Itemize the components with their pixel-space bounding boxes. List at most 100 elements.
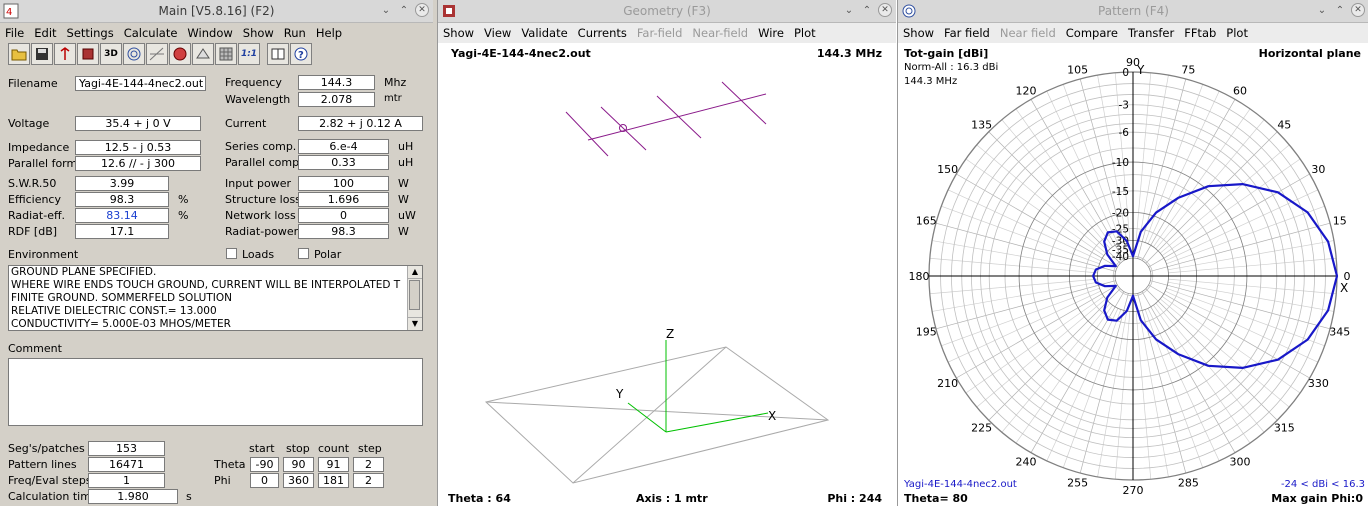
- director-element: [656, 95, 702, 139]
- current-field[interactable]: 2.82 + j 0.12 A: [298, 116, 423, 131]
- main-menubar: File Edit Settings Calculate Window Show Run He…: [0, 23, 433, 43]
- menu-settings[interactable]: Settings: [66, 26, 114, 40]
- pattern-icon[interactable]: [123, 43, 145, 65]
- rdf-field[interactable]: 17.1: [75, 224, 169, 239]
- menu-window[interactable]: Window: [187, 26, 233, 40]
- theta-step-field[interactable]: 2: [353, 457, 384, 472]
- filename-field[interactable]: Yagi-4E-144-4nec2.out: [75, 76, 206, 91]
- polar-spoke: [1132, 275, 1187, 474]
- geometry-close-button[interactable]: ✕: [878, 3, 892, 17]
- geometry-canvas[interactable]: Z Y X: [438, 60, 896, 500]
- pattern-lines-field[interactable]: 16471: [88, 457, 165, 472]
- geometry-maximize-button[interactable]: ⌃: [862, 4, 872, 16]
- pat-menu-plot[interactable]: Plot: [1226, 26, 1248, 40]
- scroll-up-arrow-icon[interactable]: ▲: [408, 266, 422, 279]
- geo-menu-validate[interactable]: Validate: [521, 26, 568, 40]
- impedance-field[interactable]: 12.5 - j 0.53: [75, 140, 201, 155]
- freq-eval-field[interactable]: 1: [88, 473, 165, 488]
- environment-line: GROUND PLANE SPECIFIED.: [11, 266, 157, 278]
- parallel-comp-field[interactable]: 0.33: [298, 155, 389, 170]
- phi-count-field[interactable]: 181: [318, 473, 349, 488]
- input-power-field[interactable]: 100: [298, 176, 389, 191]
- polar-plot[interactable]: 0 15 30 45 60 75 90 105 120 135 150 165 180 195 210 225…: [898, 0, 1368, 506]
- phi-step-field[interactable]: 2: [353, 473, 384, 488]
- menu-help[interactable]: Help: [315, 26, 343, 40]
- polar-spoke: [1079, 275, 1134, 474]
- environment-scrollbar[interactable]: ▲ ▼: [407, 266, 422, 330]
- phi-stop-field[interactable]: 360: [283, 473, 314, 488]
- network-loss-field[interactable]: 0: [298, 208, 389, 223]
- geo-menu-plot[interactable]: Plot: [793, 26, 816, 40]
- 3d-view-icon[interactable]: 3D: [100, 43, 122, 65]
- radiat-eff-field[interactable]: 83.14: [75, 208, 169, 223]
- polar-spoke: [1132, 78, 1187, 277]
- antenna-icon[interactable]: [54, 43, 76, 65]
- wavelength-field[interactable]: 2.078: [298, 92, 375, 107]
- menu-file[interactable]: File: [5, 26, 25, 40]
- compare-icon[interactable]: [146, 43, 168, 65]
- count-header: count: [318, 442, 350, 455]
- loads-checkbox[interactable]: [226, 248, 237, 259]
- voltage-field[interactable]: 35.4 + j 0 V: [75, 116, 201, 131]
- close-button[interactable]: ✕: [415, 3, 429, 17]
- pat-menu-show[interactable]: Show: [903, 26, 935, 40]
- book-icon[interactable]: [267, 43, 289, 65]
- menu-run[interactable]: Run: [283, 26, 306, 40]
- series-comp-field[interactable]: 6.e-4: [298, 139, 389, 154]
- maximize-button[interactable]: ⌃: [399, 4, 409, 16]
- phi-start-field[interactable]: 0: [250, 473, 279, 488]
- geometry-icon[interactable]: [77, 43, 99, 65]
- theta-count-field[interactable]: 91: [318, 457, 349, 472]
- geometry-titlebar[interactable]: Geometry (F3) ⌄ ⌃ ✕: [438, 0, 896, 23]
- scroll-thumb[interactable]: [409, 280, 420, 310]
- segs-field[interactable]: 153: [88, 441, 165, 456]
- parallel-form-label: Parallel form: [8, 157, 78, 170]
- polar-spoke: [1165, 290, 1319, 363]
- scale-icon[interactable]: 1:1: [238, 43, 260, 65]
- geo-menu-view[interactable]: View: [484, 26, 512, 40]
- pat-menu-fftab[interactable]: FFtab: [1184, 26, 1217, 40]
- comment-textbox[interactable]: [8, 358, 423, 426]
- polar-checkbox[interactable]: [298, 248, 309, 259]
- pat-menu-compare[interactable]: Compare: [1065, 26, 1118, 40]
- menu-calculate[interactable]: Calculate: [123, 26, 178, 40]
- pattern-minimize-button[interactable]: ⌄: [1317, 4, 1327, 16]
- grid-icon[interactable]: [215, 43, 237, 65]
- geo-menu-currents[interactable]: Currents: [577, 26, 627, 40]
- radiat-power-unit: W: [398, 225, 409, 238]
- geometry-minimize-button[interactable]: ⌄: [844, 4, 854, 16]
- frequency-field[interactable]: 144.3: [298, 75, 375, 90]
- theta-start-field[interactable]: -90: [250, 457, 279, 472]
- radiat-power-field[interactable]: 98.3: [298, 224, 389, 239]
- help-icon[interactable]: ?: [290, 43, 312, 65]
- structure-loss-field[interactable]: 1.696: [298, 192, 389, 207]
- settings-icon[interactable]: [192, 43, 214, 65]
- main-titlebar[interactable]: 4 Main [V5.8.16] (F2) ⌄ ⌃ ✕: [0, 0, 433, 23]
- environment-textbox[interactable]: GROUND PLANE SPECIFIED. WHERE WIRE ENDS …: [8, 265, 423, 331]
- pat-menu-transfer[interactable]: Transfer: [1127, 26, 1175, 40]
- parallel-form-field[interactable]: 12.6 // - j 300: [75, 156, 201, 171]
- pat-menu-far-field[interactable]: Far field: [944, 26, 990, 40]
- minimize-button[interactable]: ⌄: [381, 4, 391, 16]
- open-folder-icon[interactable]: [8, 43, 30, 65]
- save-icon[interactable]: [31, 43, 53, 65]
- geo-menu-show[interactable]: Show: [443, 26, 475, 40]
- swr-field[interactable]: 3.99: [75, 176, 169, 191]
- geo-menu-far-field[interactable]: Far-field: [636, 26, 683, 40]
- calc-time-field[interactable]: 1.980: [88, 489, 178, 504]
- pattern-titlebar[interactable]: Pattern (F4) ⌄ ⌃ ✕: [898, 0, 1368, 23]
- geo-menu-near-field[interactable]: Near-field: [692, 26, 749, 40]
- pattern-maximize-button[interactable]: ⌃: [1335, 4, 1345, 16]
- window-icon[interactable]: [169, 43, 191, 65]
- scroll-down-arrow-icon[interactable]: ▼: [408, 317, 422, 330]
- menu-edit[interactable]: Edit: [34, 26, 57, 40]
- polar-spoke: [988, 275, 1134, 421]
- pat-menu-near-field[interactable]: Near field: [999, 26, 1056, 40]
- efficiency-field[interactable]: 98.3: [75, 192, 169, 207]
- menu-show[interactable]: Show: [242, 26, 274, 40]
- polar-radial-tick: -15: [1112, 186, 1129, 198]
- theta-stop-field[interactable]: 90: [283, 457, 314, 472]
- pattern-close-button[interactable]: ✕: [1351, 3, 1365, 17]
- polar-spoke: [935, 222, 1134, 277]
- geo-menu-wire[interactable]: Wire: [758, 26, 784, 40]
